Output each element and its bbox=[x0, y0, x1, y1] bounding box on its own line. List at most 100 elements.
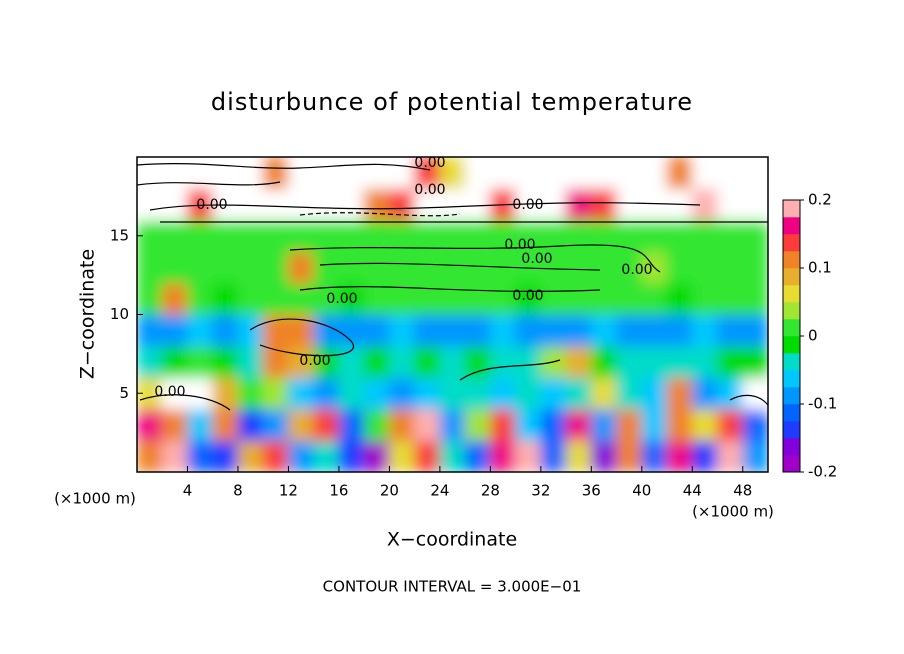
field-cell bbox=[363, 440, 390, 472]
field-cell bbox=[363, 188, 390, 221]
colorbar-swatch bbox=[783, 217, 800, 235]
field-cell bbox=[161, 157, 188, 189]
field-cell bbox=[540, 314, 567, 347]
field-cell bbox=[691, 188, 719, 221]
field-cell bbox=[439, 282, 466, 315]
field-cell bbox=[489, 282, 517, 315]
field-cell bbox=[262, 251, 289, 284]
field-cell bbox=[212, 440, 239, 472]
field-cell bbox=[590, 282, 618, 315]
contour-label: 0.00 bbox=[326, 291, 357, 307]
field-cell bbox=[287, 377, 315, 410]
field-cell bbox=[262, 440, 289, 472]
field-cell bbox=[590, 314, 618, 347]
field-cell bbox=[691, 251, 719, 284]
field-cell bbox=[742, 219, 768, 252]
field-cell bbox=[414, 345, 441, 378]
field-cell bbox=[464, 440, 491, 472]
field-cell bbox=[717, 188, 744, 221]
field-cell bbox=[616, 440, 643, 472]
field-cell bbox=[540, 282, 567, 315]
field-cell bbox=[313, 440, 340, 472]
field-cell bbox=[666, 282, 693, 315]
colorbar-swatch bbox=[783, 370, 800, 388]
field-cell bbox=[237, 157, 264, 189]
field-cell bbox=[641, 157, 668, 189]
field-cell bbox=[388, 188, 416, 221]
field-cell bbox=[237, 188, 264, 221]
field-cell bbox=[363, 314, 390, 347]
field-cell bbox=[717, 282, 744, 315]
field-cell bbox=[616, 314, 643, 347]
contour-label: 0.00 bbox=[512, 288, 543, 304]
field-cell bbox=[515, 408, 542, 441]
field-cell bbox=[237, 282, 264, 315]
field-cell bbox=[641, 377, 668, 410]
colorbar-tick-label: 0.2 bbox=[808, 191, 832, 209]
field-cell bbox=[186, 377, 214, 410]
field-cell bbox=[489, 219, 517, 252]
colorbar-tick-label: 0.1 bbox=[808, 259, 832, 277]
x-tick-label: 12 bbox=[279, 482, 298, 500]
field-cell bbox=[313, 314, 340, 347]
colorbar-swatch bbox=[783, 438, 800, 456]
field-cell bbox=[565, 408, 592, 441]
field-cell bbox=[363, 219, 390, 252]
y-axis-label: Z−coordinate bbox=[77, 249, 99, 379]
field-cell bbox=[439, 157, 466, 189]
contour-label: 0.00 bbox=[512, 197, 543, 213]
field-cell bbox=[540, 157, 567, 189]
x-tick-label: 28 bbox=[481, 482, 500, 500]
field-cell bbox=[515, 377, 542, 410]
field-cell bbox=[338, 377, 365, 410]
field-cell bbox=[717, 345, 744, 378]
field-cell bbox=[641, 219, 668, 252]
field-cell bbox=[742, 314, 768, 347]
field-cell bbox=[313, 188, 340, 221]
x-tick-label: 8 bbox=[233, 482, 243, 500]
field-cell bbox=[212, 377, 239, 410]
contour-line bbox=[137, 181, 281, 186]
field-cell bbox=[641, 282, 668, 315]
field-cell bbox=[691, 219, 719, 252]
field-cell bbox=[161, 219, 188, 252]
field-cell bbox=[212, 188, 239, 221]
field-cell bbox=[338, 282, 365, 315]
field-cell bbox=[137, 440, 163, 472]
field-cell bbox=[186, 219, 214, 252]
field-cell bbox=[616, 408, 643, 441]
colorbar-swatch bbox=[783, 455, 800, 473]
field-cell bbox=[742, 408, 768, 441]
field-cell bbox=[691, 377, 719, 410]
field-cell bbox=[616, 188, 643, 221]
field-cell bbox=[666, 219, 693, 252]
field-cell bbox=[540, 440, 567, 472]
field-cell bbox=[137, 408, 163, 441]
field-cell bbox=[590, 345, 618, 378]
field-cell bbox=[691, 345, 719, 378]
field-cell bbox=[742, 377, 768, 410]
field-cell bbox=[414, 188, 441, 221]
field-cell bbox=[186, 314, 214, 347]
contour-line bbox=[139, 394, 231, 411]
field-cell bbox=[161, 314, 188, 347]
cells bbox=[137, 157, 768, 472]
colorbar-tick-label: -0.1 bbox=[808, 395, 837, 413]
colorbar-swatch bbox=[783, 319, 800, 337]
x-tick-label: 48 bbox=[733, 482, 752, 500]
field-cell bbox=[388, 219, 416, 252]
field-cell bbox=[262, 377, 289, 410]
field-cell bbox=[464, 408, 491, 441]
field-cell bbox=[313, 377, 340, 410]
field-cell bbox=[287, 219, 315, 252]
field-cell bbox=[590, 188, 618, 221]
field-cell bbox=[161, 251, 188, 284]
contour-line bbox=[729, 394, 768, 406]
field-cell bbox=[590, 251, 618, 284]
field-cell bbox=[262, 282, 289, 315]
field-cell bbox=[590, 408, 618, 441]
field-cell bbox=[363, 345, 390, 378]
colorbar: -0.2 -0.1 0 0.1 0.2 bbox=[782, 191, 837, 481]
field-cell bbox=[540, 408, 567, 441]
field-cell bbox=[565, 282, 592, 315]
